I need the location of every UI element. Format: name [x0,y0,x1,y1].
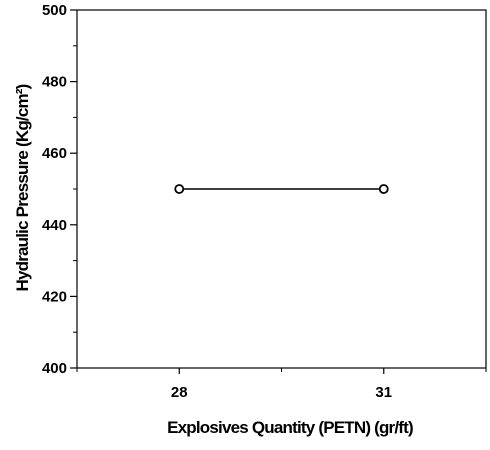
y-tick-label: 460 [42,145,67,162]
y-tick-label: 440 [42,217,67,234]
y-tick-label: 400 [42,360,67,377]
x-tick-label: 28 [171,384,188,401]
y-tick-label: 500 [42,2,67,19]
data-point [378,184,389,194]
y-tick-label: 420 [42,288,67,305]
y-tick-label: 480 [42,74,67,91]
x-tick-label: 31 [375,384,392,401]
x-axis-title: Explosives Quantity (PETN) (gr/ft) [167,418,413,437]
y-axis-title: Hydraulic Pressure (Kg/cm²) [13,84,32,291]
data-point [174,184,185,194]
